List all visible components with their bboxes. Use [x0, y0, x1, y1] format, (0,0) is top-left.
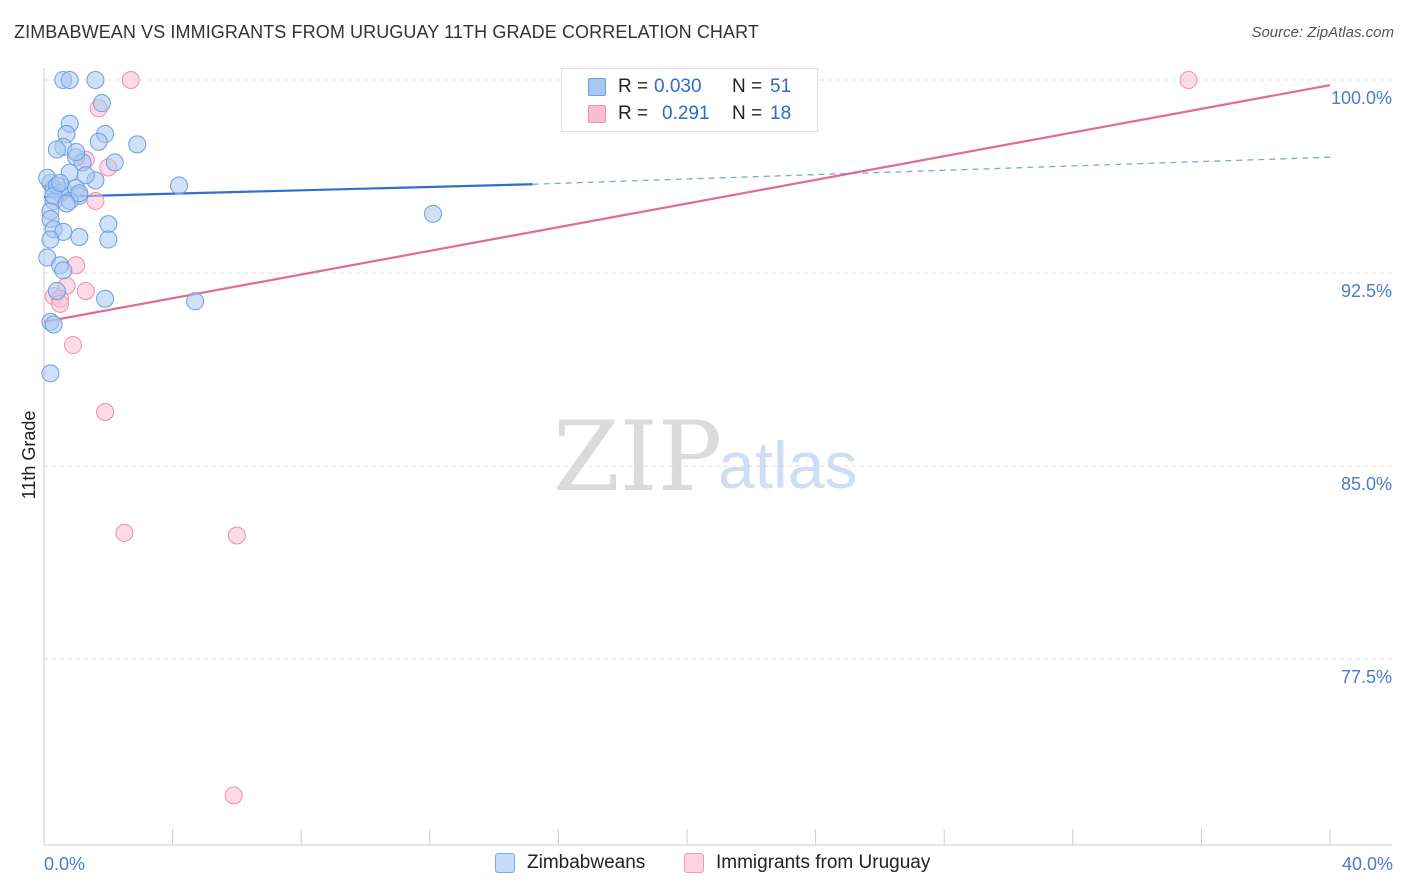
- y-tick-label: 100.0%: [1331, 88, 1392, 108]
- trend-line-zimbabweans-projection: [532, 156, 1331, 185]
- point-uruguay: [96, 402, 115, 421]
- point-zimbabwean: [47, 140, 66, 159]
- point-zimbabwean: [76, 166, 95, 185]
- legend-row-zimbabweans: R = 0.030 N = 51: [588, 74, 791, 100]
- source-credit: Source: ZipAtlas.com: [1251, 24, 1394, 41]
- legend-n-label: N =: [732, 103, 763, 124]
- point-zimbabwean: [99, 215, 118, 234]
- point-zimbabwean: [128, 135, 147, 154]
- point-zimbabwean: [170, 176, 189, 195]
- point-uruguay: [76, 282, 95, 301]
- y-tick-label: 92.5%: [1341, 281, 1392, 301]
- point-zimbabwean: [47, 282, 66, 301]
- legend-swatch-uruguay: [684, 853, 704, 873]
- point-zimbabwean: [96, 289, 115, 308]
- point-uruguay: [224, 786, 243, 805]
- point-zimbabwean: [86, 71, 105, 89]
- point-uruguay: [227, 526, 246, 545]
- legend-n-value: 18: [770, 103, 792, 124]
- legend-r-value: 0.291: [662, 103, 710, 124]
- point-zimbabwean: [99, 230, 118, 249]
- y-tick-label: 77.5%: [1341, 667, 1392, 687]
- x-tick-label: 0.0%: [44, 854, 85, 874]
- y-tick-label: 85.0%: [1341, 474, 1392, 494]
- point-zimbabwean: [186, 292, 205, 311]
- point-zimbabwean: [89, 132, 108, 151]
- point-zimbabwean: [41, 364, 60, 383]
- legend-n-label: N =: [732, 76, 763, 97]
- point-zimbabwean: [70, 184, 89, 203]
- trend-lines: [43, 84, 1331, 323]
- legend-r-value: 0.030: [654, 76, 702, 97]
- point-uruguay: [86, 191, 105, 210]
- tick-labels: 77.5% 85.0% 92.5% 100.0% 0.0% 40.0%: [44, 88, 1393, 874]
- legend-label-zimbabweans: Zimbabweans: [527, 852, 646, 873]
- legend-item-zimbabweans[interactable]: Zimbabweans: [495, 852, 645, 874]
- point-zimbabwean: [105, 153, 124, 172]
- grid-lines: [44, 79, 1392, 660]
- legend-swatch-zimbabweans: [495, 853, 515, 873]
- legend-row-uruguay: R = 0.291 N = 18: [588, 101, 791, 127]
- point-zimbabwean: [41, 230, 60, 249]
- point-zimbabwean: [57, 194, 76, 213]
- x-tick-label: 40.0%: [1342, 854, 1393, 874]
- point-uruguay: [1179, 71, 1198, 89]
- point-uruguay: [115, 523, 134, 542]
- point-uruguay: [63, 336, 82, 355]
- legend-n-value: 51: [770, 76, 792, 97]
- legend-swatch-blue: [588, 78, 606, 96]
- legend-label-uruguay: Immigrants from Uruguay: [716, 852, 931, 873]
- point-zimbabwean: [60, 71, 79, 89]
- point-zimbabwean: [51, 173, 70, 192]
- y-axis-label: 11th Grade: [19, 411, 39, 500]
- point-zimbabwean: [424, 204, 443, 223]
- point-zimbabwean: [70, 227, 89, 246]
- stats-legend: R = 0.030 N = 51 R = 0.291 N = 18: [561, 68, 818, 132]
- axes: [43, 68, 1392, 846]
- watermark-zip: ZIP: [553, 401, 722, 513]
- watermark-atlas: atlas: [718, 428, 857, 502]
- legend-item-uruguay[interactable]: Immigrants from Uruguay: [684, 852, 930, 874]
- point-zimbabwean: [54, 261, 73, 280]
- chart-title: ZIMBABWEAN VS IMMIGRANTS FROM URUGUAY 11…: [14, 22, 760, 42]
- point-zimbabwean: [67, 143, 86, 162]
- series-legend: Zimbabweans Immigrants from Uruguay: [0, 852, 1406, 878]
- watermark: ZIP atlas: [553, 401, 857, 513]
- point-zimbabwean: [92, 94, 111, 113]
- legend-r-label: R =: [618, 103, 649, 124]
- legend-r-label: R =: [618, 76, 649, 97]
- point-uruguay: [121, 71, 140, 89]
- point-zimbabwean: [44, 315, 63, 334]
- data-points: [38, 71, 1198, 805]
- legend-swatch-pink: [588, 105, 606, 123]
- trend-line-zimbabweans: [43, 183, 533, 199]
- trend-line-uruguay: [43, 84, 1331, 323]
